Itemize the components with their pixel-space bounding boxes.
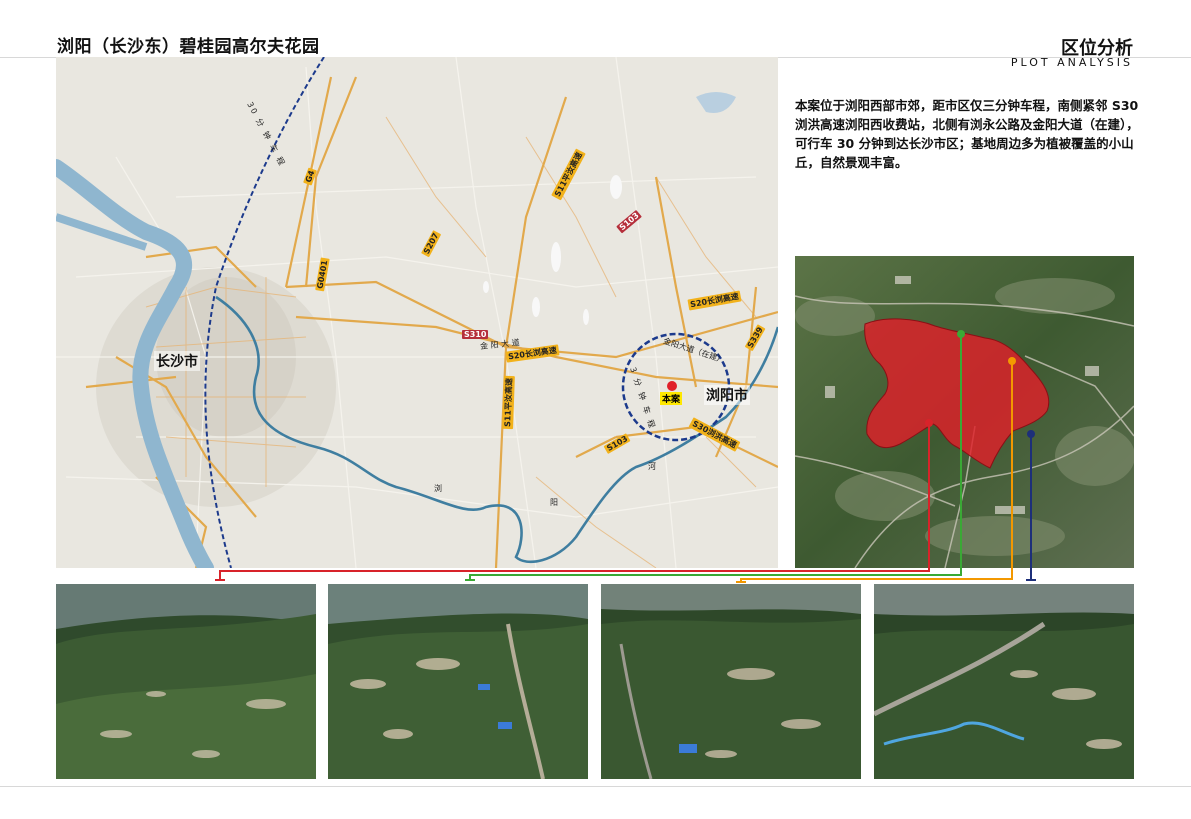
- aerial-photo-1-graphic: [56, 584, 316, 779]
- satellite-graphic: [795, 256, 1134, 568]
- city-label-changsha: 长沙市: [154, 351, 200, 371]
- location-description: 本案位于浏阳西部市郊，距市区仅三分钟车程，南侧紧邻 S30 浏洪高速浏阳西收费站…: [795, 98, 1139, 170]
- aerial-photo-2[interactable]: [328, 584, 588, 779]
- aerial-photo-4[interactable]: [874, 584, 1134, 779]
- aerial-photo-3[interactable]: [601, 584, 861, 779]
- section-title: 区位分析: [1061, 38, 1133, 59]
- aerial-photo-4-graphic: [874, 584, 1134, 779]
- aerial-photo-3-graphic: [601, 584, 861, 779]
- city-label-liuyang: 浏阳市: [704, 385, 750, 405]
- river-label-yang: 阳: [550, 498, 558, 507]
- aerial-photo-1[interactable]: [56, 584, 316, 779]
- river-label-he: 河: [648, 462, 656, 471]
- road-tag-s310: S310: [462, 330, 489, 339]
- project-title: 浏阳（长沙东）碧桂园高尔夫花园: [57, 37, 320, 57]
- aerial-photo-2-graphic: [328, 584, 588, 779]
- river-label-liu: 浏: [434, 484, 442, 493]
- regional-map[interactable]: 长沙市 浏阳市 本案 S11平汝高速 S103 S207 G4 G0401 S3…: [56, 57, 778, 568]
- section-subtitle: PLOT ANALYSIS: [1010, 56, 1133, 69]
- site-satellite-image[interactable]: [795, 256, 1134, 568]
- site-label: 本案: [660, 392, 683, 405]
- footer-divider: [0, 786, 1191, 787]
